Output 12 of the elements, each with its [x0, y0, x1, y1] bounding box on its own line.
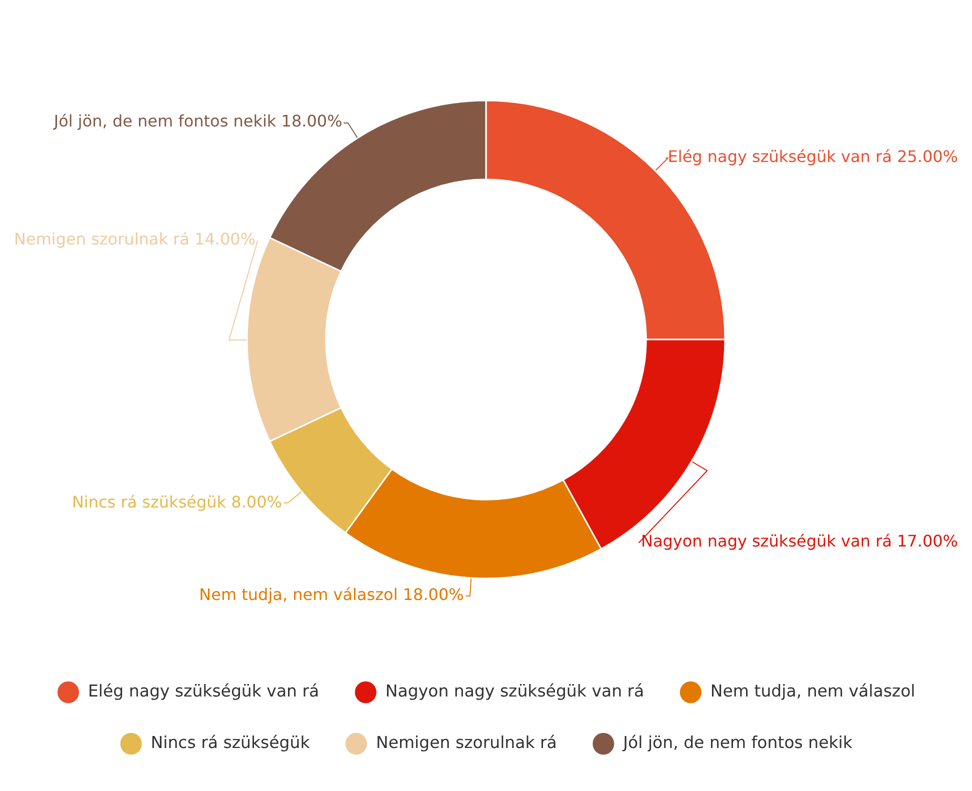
category-label: Jól jön, de nem fontos nekik 18.00%	[54, 112, 342, 131]
legend-label: Nincs rá szükségük	[150, 733, 310, 752]
legend-label: Nagyon nagy szükségük van rá	[385, 682, 644, 701]
category-label: Nem tudja, nem válaszol 18.00%	[199, 585, 464, 604]
legend-label: Elég nagy szükségük van rá	[88, 682, 320, 701]
category-label: Nagyon nagy szükségük van rá 17.00%	[640, 531, 958, 550]
legend-label: Jól jön, de nem fontos nekik	[622, 733, 853, 752]
legend-label: Nemigen szorulnak rá	[376, 733, 557, 752]
category-label: Nincs rá szükségük 8.00%	[72, 492, 282, 512]
category-label: Elég nagy szükségük van rá 25.00%	[668, 146, 958, 166]
category-label: Nemigen szorulnak rá 14.00%	[14, 230, 256, 249]
legend-label: Nem tudja, nem válaszol	[710, 682, 916, 701]
